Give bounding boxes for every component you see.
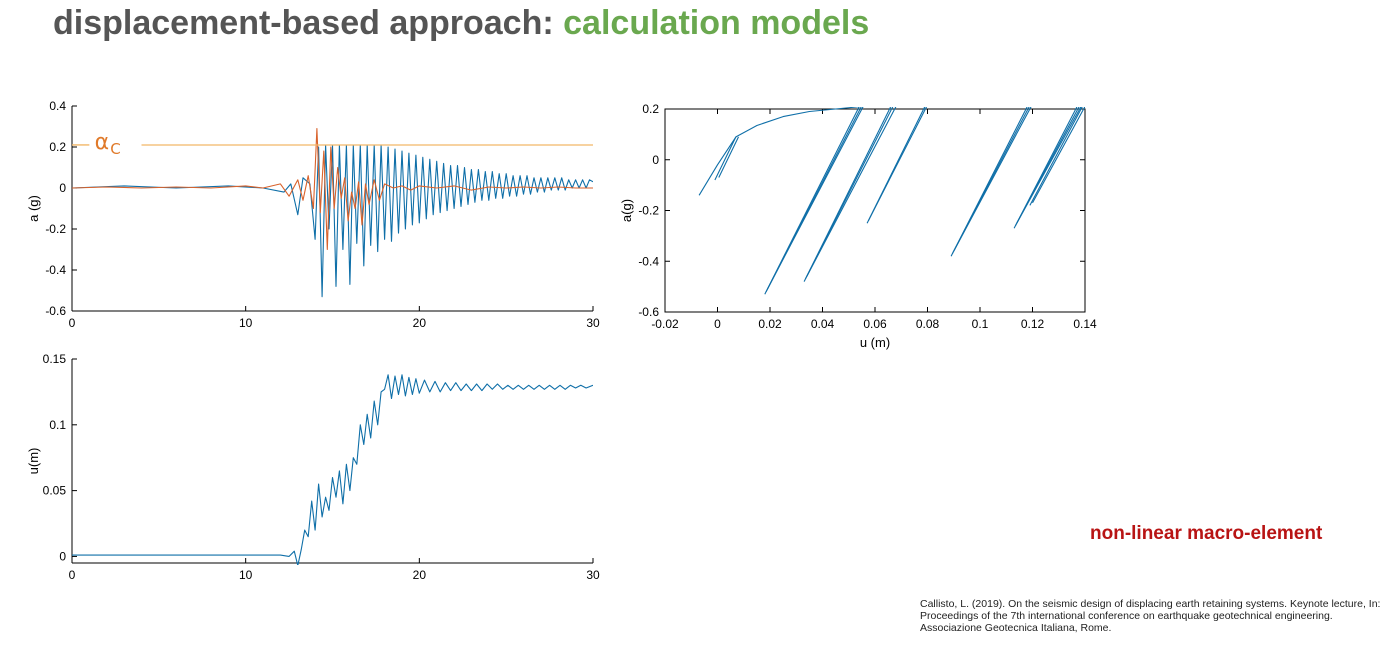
series-line-branch-2c (766, 107, 864, 290)
series-line-branch-5c (953, 107, 1032, 252)
x-tick-label: 0.14 (1073, 317, 1097, 331)
y-tick-label: 0 (59, 549, 66, 563)
slide-title-part1: displacement-based approach: (53, 4, 554, 42)
x-tick-label: 0 (714, 317, 721, 331)
y-tick-label: 0.05 (43, 484, 67, 498)
series-line-branch-1a (714, 136, 737, 181)
x-tick-label: 0 (69, 316, 76, 330)
plot-area (698, 107, 1085, 295)
y-tick-label: 0.2 (642, 102, 659, 116)
y-tick-label: 0 (59, 181, 66, 195)
y-axis-label: u(m) (26, 448, 41, 475)
x-tick-label: 0.1 (972, 317, 989, 331)
reference-line: Associazione Geotecnica Italiana, Rome. (920, 622, 1112, 634)
slide-title-part2: calculation models (563, 4, 870, 42)
series-line-branch-6d (1029, 107, 1083, 206)
plot-area (72, 128, 593, 298)
series-line-branch-1b (718, 136, 739, 178)
y-tick-label: 0.4 (49, 99, 66, 113)
x-tick-label: 30 (586, 316, 600, 330)
reference-line: Proceedings of the 7th international con… (920, 610, 1333, 622)
slide-title: displacement-based approach: calculation… (53, 4, 869, 43)
y-tick-label: -0.4 (45, 263, 66, 277)
y-tick-label: -0.4 (638, 254, 659, 268)
x-tick-label: 10 (239, 316, 253, 330)
series-line-backbone (698, 107, 1085, 196)
y-axis-label: a (g) (26, 195, 41, 222)
y-tick-label: 0.1 (49, 418, 66, 432)
y-tick-label: 0.2 (49, 140, 66, 154)
acc-time-chart: 0 10 20 30 0.4 0.2 0 -0.2 -0.4 -0.6 a (g) α C (26, 99, 600, 330)
y-tick-label: 0 (652, 153, 659, 167)
series-line-wall-acceleration (72, 144, 593, 298)
series-line-wall-displacement (72, 374, 593, 565)
x-tick-label: 0.08 (916, 317, 940, 331)
series-line-branch-4b (867, 107, 928, 221)
y-tick-label: -0.6 (638, 305, 659, 319)
disp-time-chart: 0 10 20 30 0.15 0.1 0.05 0 u(m) (26, 352, 600, 582)
x-tick-label: 0.02 (758, 317, 782, 331)
acc-disp-chart: -0.02 0 0.02 0.04 0.06 0.08 0.1 0.12 0.14 0.2 0 -0.… (619, 102, 1097, 350)
reference-line: Callisto, L. (2019). On the seismic desi… (920, 598, 1381, 610)
series-line-branch-3c (806, 107, 897, 277)
x-tick-label: 0.06 (863, 317, 887, 331)
x-tick-label: 0.12 (1021, 317, 1045, 331)
reference-citation: Callisto, L. (2019). On the seismic desi… (920, 598, 1390, 634)
x-tick-label: 20 (413, 316, 427, 330)
x-tick-label: 30 (586, 568, 600, 582)
series-line-input-acceleration (72, 128, 593, 251)
series-line-branch-6e (1032, 107, 1085, 204)
x-tick-label: -0.02 (651, 317, 679, 331)
y-tick-label: -0.2 (638, 204, 659, 218)
x-tick-label: 20 (413, 568, 427, 582)
y-tick-label: -0.2 (45, 222, 66, 236)
x-tick-label: 0 (69, 568, 76, 582)
x-axis-label: u (m) (860, 335, 890, 350)
model-caption: non-linear macro-element (1090, 523, 1323, 544)
alpha-c-label: α (95, 130, 110, 155)
y-axis-label: a(g) (619, 199, 634, 222)
plot-area (72, 374, 593, 565)
y-tick-label: -0.6 (45, 304, 66, 318)
x-tick-label: 10 (239, 568, 253, 582)
x-tick-label: 0.04 (811, 317, 835, 331)
alpha-c-subscript: C (110, 140, 120, 158)
y-tick-label: 0.15 (43, 352, 67, 366)
series-line-branch-6c (1016, 107, 1082, 224)
